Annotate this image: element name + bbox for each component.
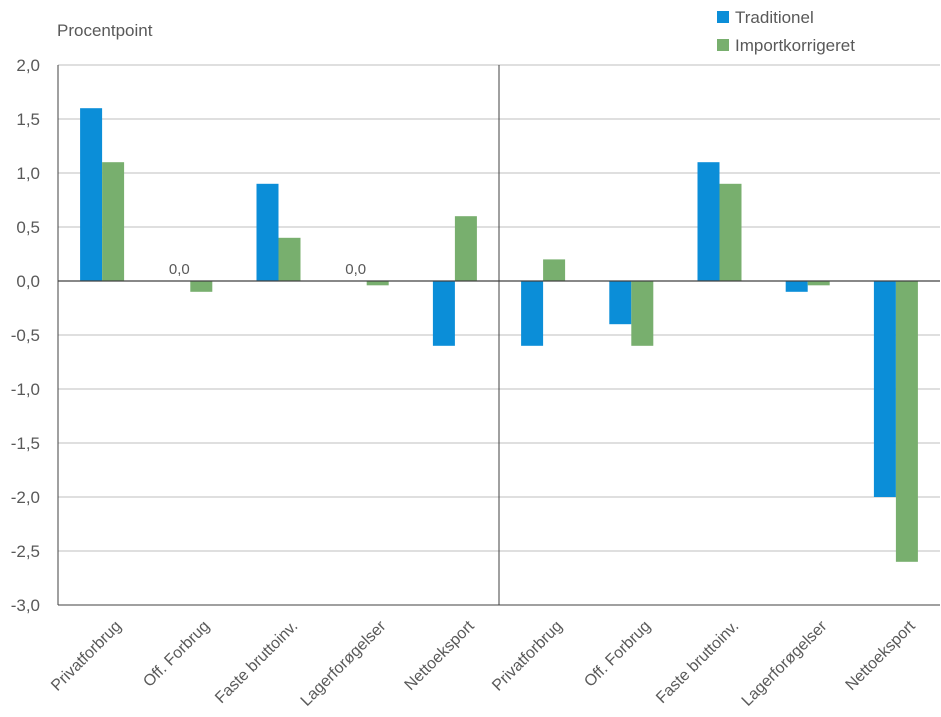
y-tick-label: -3,0 bbox=[11, 596, 40, 615]
x-category-label: Nettoeksport bbox=[843, 617, 920, 694]
bar-traditionel bbox=[521, 281, 544, 346]
x-category-label: Faste bruttoinv. bbox=[653, 618, 742, 707]
bar-importkorrigeret bbox=[895, 281, 918, 562]
x-category-label: Off. Forbrug bbox=[140, 618, 213, 691]
y-tick-label: -2,5 bbox=[11, 542, 40, 561]
legend-label-importkorrigeret: Importkorrigeret bbox=[735, 36, 855, 55]
bar-traditionel bbox=[256, 183, 279, 281]
y-axis-tick-labels: 2,0 1,5 1,0 0,5 0,0 -0,5 -1,0 -1,5 -2,0 -2,5 -3,0 bbox=[11, 56, 40, 615]
bar-importkorrigeret bbox=[366, 281, 389, 286]
data-labels: 0,0 0,0 bbox=[169, 261, 366, 278]
y-tick-label: 0,0 bbox=[16, 272, 40, 291]
bar-traditionel bbox=[785, 281, 808, 292]
legend-swatch-importkorrigeret bbox=[717, 39, 729, 51]
x-category-label: Lagerforøgelser bbox=[739, 617, 831, 709]
bar-traditionel bbox=[432, 281, 455, 346]
axes bbox=[57, 65, 940, 606]
y-tick-label: -2,0 bbox=[11, 488, 40, 507]
bar-traditionel bbox=[873, 281, 896, 497]
y-tick-label: -1,0 bbox=[11, 380, 40, 399]
data-label: 0,0 bbox=[169, 261, 190, 278]
bar-importkorrigeret bbox=[631, 281, 654, 346]
bar-traditionel bbox=[609, 281, 632, 325]
data-label: 0,0 bbox=[345, 261, 366, 278]
x-category-label: Lagerforøgelser bbox=[298, 617, 390, 709]
bar-importkorrigeret bbox=[807, 281, 830, 286]
x-category-label: Privatforbrug bbox=[489, 618, 566, 695]
bar-importkorrigeret bbox=[543, 259, 566, 281]
bar-importkorrigeret bbox=[278, 237, 301, 281]
bar-importkorrigeret bbox=[190, 281, 213, 292]
legend-label-traditionel: Traditionel bbox=[735, 8, 814, 27]
x-category-label: Nettoeksport bbox=[402, 617, 479, 694]
bar-importkorrigeret bbox=[719, 183, 742, 281]
bar-traditionel bbox=[80, 108, 103, 281]
x-category-label: Off. Forbrug bbox=[581, 618, 654, 691]
y-tick-label: 0,5 bbox=[16, 218, 40, 237]
y-tick-label: 1,0 bbox=[16, 164, 40, 183]
bar-importkorrigeret bbox=[454, 216, 477, 281]
y-tick-label: -1,5 bbox=[11, 434, 40, 453]
bar-traditionel bbox=[697, 162, 720, 281]
y-axis-unit-label: Procentpoint bbox=[57, 21, 153, 40]
y-tick-label: -0,5 bbox=[11, 326, 40, 345]
x-category-label: Faste bruttoinv. bbox=[212, 618, 301, 707]
x-axis-category-labels: Privatforbrug Off. Forbrug Faste bruttoinv… bbox=[48, 617, 919, 709]
bars bbox=[80, 108, 918, 562]
legend-swatch-traditionel bbox=[717, 11, 729, 23]
x-category-label: Privatforbrug bbox=[48, 618, 125, 695]
bar-importkorrigeret bbox=[102, 162, 125, 281]
y-tick-label: 1,5 bbox=[16, 110, 40, 129]
y-tick-label: 2,0 bbox=[16, 56, 40, 75]
legend: Traditionel Importkorrigeret bbox=[717, 8, 855, 55]
